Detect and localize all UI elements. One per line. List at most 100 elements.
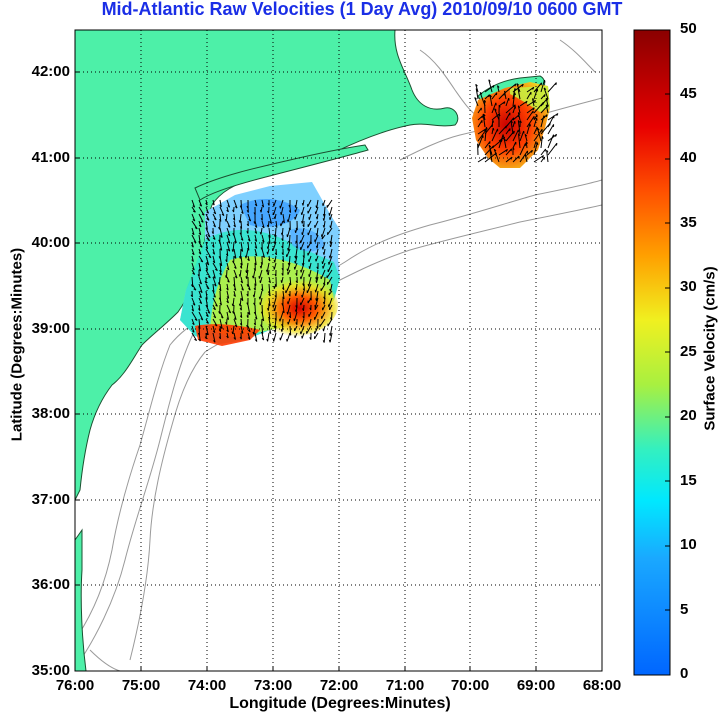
- velocity-arrow: [327, 262, 333, 273]
- velocity-arrow: [232, 297, 235, 307]
- velocity-arrow: [307, 199, 312, 207]
- velocity-arrow: [268, 297, 271, 306]
- velocity-arrow: [254, 220, 258, 228]
- velocity-arrow: [315, 206, 319, 215]
- velocity-arrow: [484, 127, 487, 142]
- velocity-arrow-head: [503, 101, 506, 105]
- velocity-arrow-head: [494, 108, 497, 111]
- velocity-arrow-head: [253, 221, 256, 224]
- velocity-arrow: [540, 148, 546, 156]
- velocity-arrow-head: [267, 272, 269, 276]
- velocity-arrow-head: [226, 335, 229, 339]
- velocity-arrow: [525, 141, 528, 149]
- velocity-arrow: [268, 234, 271, 244]
- velocity-arrow: [498, 92, 506, 100]
- velocity-arrow-head: [206, 332, 209, 336]
- velocity-arrow-head: [301, 294, 303, 298]
- velocity-arrow-head: [232, 209, 235, 213]
- velocity-arrow-head: [315, 277, 317, 280]
- velocity-arrow-head: [218, 226, 221, 230]
- velocity-arrow-head: [253, 287, 256, 291]
- velocity-arrow-head: [234, 266, 237, 269]
- velocity-arrow: [493, 149, 500, 163]
- velocity-arrow: [261, 311, 265, 321]
- velocity-arrow: [226, 311, 229, 320]
- velocity-arrow-head: [199, 245, 203, 248]
- velocity-arrow: [537, 128, 542, 142]
- velocity-arrow: [239, 248, 242, 259]
- velocity-arrow-head: [329, 225, 332, 229]
- velocity-arrow: [484, 141, 491, 149]
- velocity-arrow-head: [280, 329, 283, 332]
- velocity-arrow: [260, 227, 263, 235]
- velocity-arrow-head: [247, 258, 250, 262]
- velocity-arrow-head: [543, 115, 545, 119]
- velocity-arrow: [533, 128, 543, 142]
- velocity-arrow-head: [307, 283, 310, 287]
- velocity-arrow-head: [206, 262, 210, 266]
- velocity-arrow: [323, 276, 326, 286]
- velocity-arrow: [281, 227, 284, 236]
- velocity-arrow: [330, 220, 333, 229]
- velocity-arrow-head: [302, 316, 305, 319]
- velocity-arrow: [287, 213, 291, 223]
- velocity-arrow-head: [213, 211, 217, 215]
- x-tick-label: 72:00: [319, 677, 359, 694]
- velocity-arrow-head: [218, 336, 221, 340]
- velocity-arrow-head: [282, 296, 285, 300]
- velocity-arrow-head: [198, 268, 202, 272]
- velocity-arrow-head: [281, 324, 284, 327]
- velocity-arrow: [518, 133, 521, 149]
- velocity-arrow: [226, 304, 232, 314]
- velocity-arrow: [543, 87, 549, 100]
- velocity-arrow-head: [287, 248, 289, 251]
- velocity-arrow-head: [474, 97, 477, 100]
- velocity-arrow: [198, 255, 204, 263]
- velocity-arrow-head: [254, 339, 258, 342]
- velocity-arrow: [198, 332, 201, 342]
- colorbar-ticks: [665, 93, 670, 611]
- velocity-arrow-head: [192, 210, 196, 213]
- velocity-arrow-head: [238, 274, 241, 277]
- velocity-arrow: [268, 213, 272, 224]
- velocity-arrow-head: [488, 144, 492, 148]
- velocity-arrow: [519, 143, 526, 156]
- velocity-arrow-head: [322, 218, 325, 221]
- velocity-arrow: [198, 311, 204, 321]
- velocity-arrow-head: [268, 280, 271, 284]
- velocity-arrow: [198, 234, 201, 244]
- velocity-arrow: [546, 150, 549, 163]
- velocity-arrow: [198, 199, 203, 207]
- velocity-arrow: [268, 318, 271, 327]
- velocity-arrow-head: [536, 142, 539, 146]
- velocity-arrow-head: [197, 274, 200, 277]
- velocity-arrow-head: [295, 322, 298, 325]
- velocity-arrow: [226, 290, 230, 299]
- velocity-arrow-head: [266, 269, 268, 273]
- velocity-arrow: [191, 262, 195, 271]
- velocity-arrow-head: [545, 104, 549, 108]
- velocity-arrow: [295, 248, 298, 259]
- velocity-arrow-head: [492, 127, 495, 131]
- velocity-arrow: [286, 332, 291, 342]
- velocity-arrow-head: [546, 149, 549, 153]
- velocity-arrow-head: [253, 302, 256, 306]
- velocity-arrow-head: [302, 283, 305, 286]
- velocity-arrow-head: [481, 115, 484, 119]
- velocity-arrow: [524, 154, 528, 163]
- velocity-arrow: [245, 248, 249, 259]
- velocity-arrow-head: [252, 294, 255, 298]
- velocity-arrow: [526, 91, 532, 100]
- velocity-arrow: [198, 318, 201, 329]
- velocity-arrow: [233, 269, 238, 279]
- velocity-arrow-head: [281, 273, 284, 276]
- velocity-arrow-head: [239, 307, 242, 311]
- velocity-arrow-head: [191, 232, 195, 236]
- velocity-arrow: [316, 227, 319, 236]
- velocity-arrow: [547, 124, 555, 135]
- velocity-arrow: [287, 262, 291, 272]
- velocity-arrow-head: [206, 218, 210, 221]
- velocity-arrow: [512, 129, 519, 142]
- velocity-arrow-head: [315, 280, 317, 283]
- velocity-arrow: [498, 101, 506, 107]
